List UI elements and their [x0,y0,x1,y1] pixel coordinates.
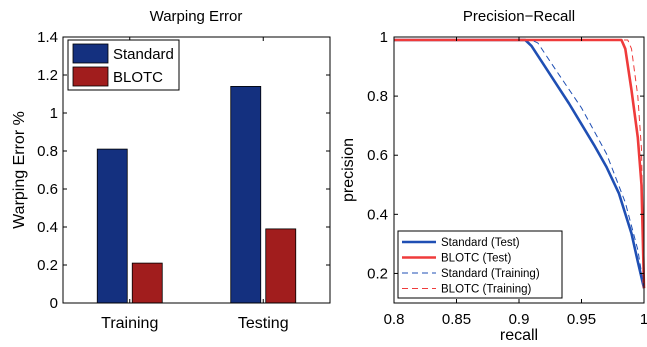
bar-series-group [96,86,297,304]
pr-legend-label: BLOTC (Test) [441,253,511,265]
pr-legend-label: BLOTC (Training) [441,284,531,296]
legend-label-standard: Standard [113,46,174,63]
pr-series-group [394,38,646,289]
bar-plot-frame [62,36,331,304]
bar-y-axis-label: Warping Error % [11,111,28,229]
pr-x-tick-label: 0.9 [509,311,530,328]
bar-legend: Standard BLOTC [67,39,180,91]
pr-x-tick-label: 0.8 [384,311,405,328]
legend-swatch-standard [72,43,109,64]
pr-y-tick-label: 0.6 [367,147,388,164]
bar-standard-training [96,148,128,304]
pr-x-tick-label: 1 [640,311,647,328]
bar-y-tick-label: 1.2 [37,67,58,84]
pr-legend-items: Standard (Test) BLOTC (Test) Standard (Tra… [402,237,540,296]
legend-label-blotc: BLOTC [113,69,163,86]
bar-y-tick-label: 0.8 [37,143,58,160]
bar-y-tick-label: 1 [50,105,58,122]
bar-blotc-training [131,262,163,304]
pr-x-axis-ticks: 0.8 0.85 0.9 0.95 1 [384,37,647,328]
bar-y-axis-ticks: 0 0.2 0.4 0.6 0.8 1 1.2 1.4 [37,29,330,312]
pr-y-tick-label: 0.8 [367,88,388,105]
pr-x-tick-label: 0.95 [567,311,596,328]
bar-y-tick-label: 0.2 [37,257,58,274]
pr-x-tick-label: 0.85 [442,311,471,328]
pr-line-standard-test [394,38,646,289]
pr-chart-title: Precision−Recall [463,8,575,25]
pr-y-tick-label: 0.2 [367,265,388,282]
pr-legend: Standard (Test) BLOTC (Test) Standard (Tra… [397,230,563,299]
pr-y-axis-label: precision [340,138,357,202]
pr-line-blotc-training [394,39,645,289]
pr-legend-label: Standard (Test) [441,237,520,249]
pr-legend-label: Standard (Training) [441,268,540,280]
pr-x-axis-label: recall [500,327,538,344]
bar-x-axis-ticks: Training Testing [101,37,289,332]
pr-line-standard-training [394,39,645,289]
warping-error-chart: Warping Error 0 0.2 0.4 0.6 0.8 1 1.2 1.4 Train… [11,8,331,332]
bar-y-tick-label: 0.6 [37,181,58,198]
pr-y-tick-label: 0.4 [367,206,388,223]
bar-x-tick-label: Training [101,315,158,332]
bar-standard-testing [230,86,262,304]
legend-swatch-blotc [72,66,109,87]
bar-chart-title: Warping Error [150,8,243,25]
bar-y-tick-label: 0.4 [37,219,58,236]
pr-y-tick-label: 1 [380,29,388,46]
precision-recall-chart: Precision−Recall 0.8 0.85 0.9 0.95 1 0.20.40… [340,8,647,344]
bar-y-tick-label: 1.4 [37,29,58,46]
bar-blotc-testing [265,228,297,304]
pr-y-axis-ticks: 0.2 0.4 0.6 0.8 1 [367,29,644,282]
pr-line-blotc-test [394,38,646,289]
bar-x-tick-label: Testing [238,315,289,332]
bar-y-tick-label: 0 [50,295,58,312]
